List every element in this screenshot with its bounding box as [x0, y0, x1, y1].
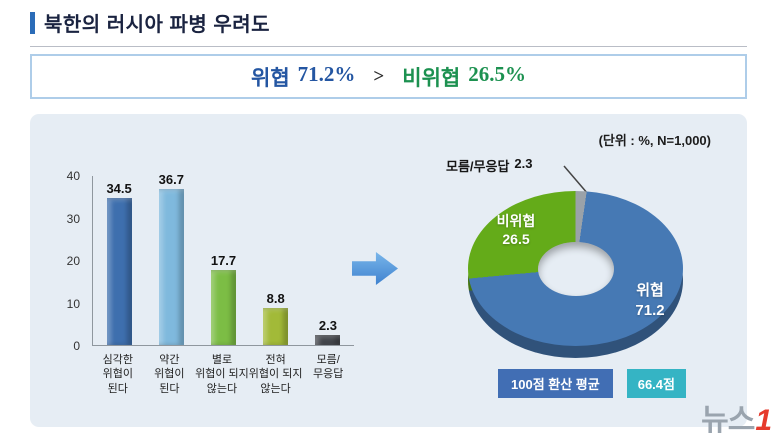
bar-groups: 34.5 36.7 17.7 8.8 2.3 [93, 172, 354, 345]
bar-category-label: 모름/ 무응답 [313, 354, 344, 381]
bar [106, 198, 132, 345]
bar-category-label: 심각한 위협이 된다 [102, 354, 133, 395]
bar-chart-y-axis: 0 10 20 30 40 [52, 156, 88, 401]
pie-label-threat-value: 71.2 [635, 301, 665, 319]
y-axis-tick-label: 10 [66, 296, 80, 311]
watermark-accent: 1 [755, 404, 772, 437]
leader-line [563, 165, 589, 195]
average-score: 100점 환산 평균 66.4점 [498, 369, 686, 398]
bar-value-label: 17.7 [210, 252, 237, 268]
pie-label-threat: 위협 71.2 [614, 281, 686, 320]
bar-category-label: 별로 위협이 되지 않는다 [195, 354, 249, 395]
chart-panel: (단위 : %, N=1,000) 0 10 20 30 40 34.5 36.7 17.7… [30, 114, 747, 427]
pie-label-non-threat-text: 비위협 [496, 213, 536, 229]
average-label: 100점 환산 평균 [498, 369, 613, 398]
y-axis-tick-label: 20 [66, 254, 80, 268]
bar-group: 2.3 [302, 176, 354, 345]
bar-chart: 0 10 20 30 40 34.5 36.7 17.7 8.8 2.3 심각한 위협이 된다 약… [52, 156, 354, 401]
donut-hole [538, 242, 614, 296]
bar-chart-category-labels: 심각한 위협이 된다 약간 위협이 된다 별로 위협이 되지 않는다 전혀 위협이 되… [92, 353, 354, 396]
pie-label-non-threat-value: 26.5 [502, 231, 530, 248]
pie-label-unknown-text: 모름/무응답 [446, 159, 510, 174]
average-value: 66.4점 [626, 369, 686, 398]
donut-chart: 모름/무응답 2.3 위협 71.2 비위협 26.5 [418, 136, 740, 398]
bar-category-label: 전혀 위협이 되지 않는다 [248, 354, 303, 395]
summary-threat: 위협 71.2% [251, 62, 355, 92]
bar [158, 189, 184, 345]
page-title: 북한의 러시아 파병 우려도 [44, 14, 271, 36]
title-accent-bar [30, 11, 35, 34]
bar-category-label: 약간 위협이 된다 [154, 354, 185, 395]
summary-non-threat-value: 26.5% [468, 61, 526, 86]
bar-group: 8.8 [250, 176, 302, 345]
bar-value-label: 34.5 [106, 181, 132, 197]
y-axis-tick-label: 40 [66, 169, 80, 183]
pie-label-threat-text: 위협 [636, 282, 664, 299]
pie-label-non-threat: 비위협 26.5 [480, 212, 552, 248]
bar [263, 307, 289, 345]
watermark-text: 뉴스 [701, 404, 755, 437]
right-arrow-icon [352, 252, 398, 285]
summary-comparator: > [373, 65, 385, 87]
bar-value-label: 36.7 [158, 172, 184, 188]
bar-value-label: 2.3 [318, 318, 337, 334]
pie-label-unknown-value: 2.3 [514, 156, 533, 171]
bar-value-label: 8.8 [266, 290, 285, 306]
bar-group: 17.7 [197, 176, 249, 345]
bar [211, 269, 236, 345]
y-axis-tick-label: 0 [73, 339, 80, 353]
summary-threat-label: 위협 [251, 65, 290, 90]
summary-non-threat: 비위협 26.5% [402, 62, 526, 92]
bar [315, 335, 341, 345]
unit-note: (단위 : %, N=1,000) [598, 133, 711, 148]
summary-box: 위협 71.2% > 비위협 26.5% [30, 54, 747, 99]
bar-chart-plot: 34.5 36.7 17.7 8.8 2.3 [92, 172, 354, 346]
pie-label-unknown: 모름/무응답 2.3 [446, 156, 533, 175]
news1-watermark: 뉴스1 [701, 395, 772, 439]
summary-threat-value: 71.2% [297, 61, 356, 86]
header: 북한의 러시아 파병 우려도 [30, 8, 747, 47]
y-axis-tick-label: 30 [66, 211, 80, 226]
summary-non-threat-label: 비위협 [402, 65, 461, 90]
bar-group: 34.5 [93, 176, 145, 345]
bar-group: 36.7 [145, 172, 197, 345]
